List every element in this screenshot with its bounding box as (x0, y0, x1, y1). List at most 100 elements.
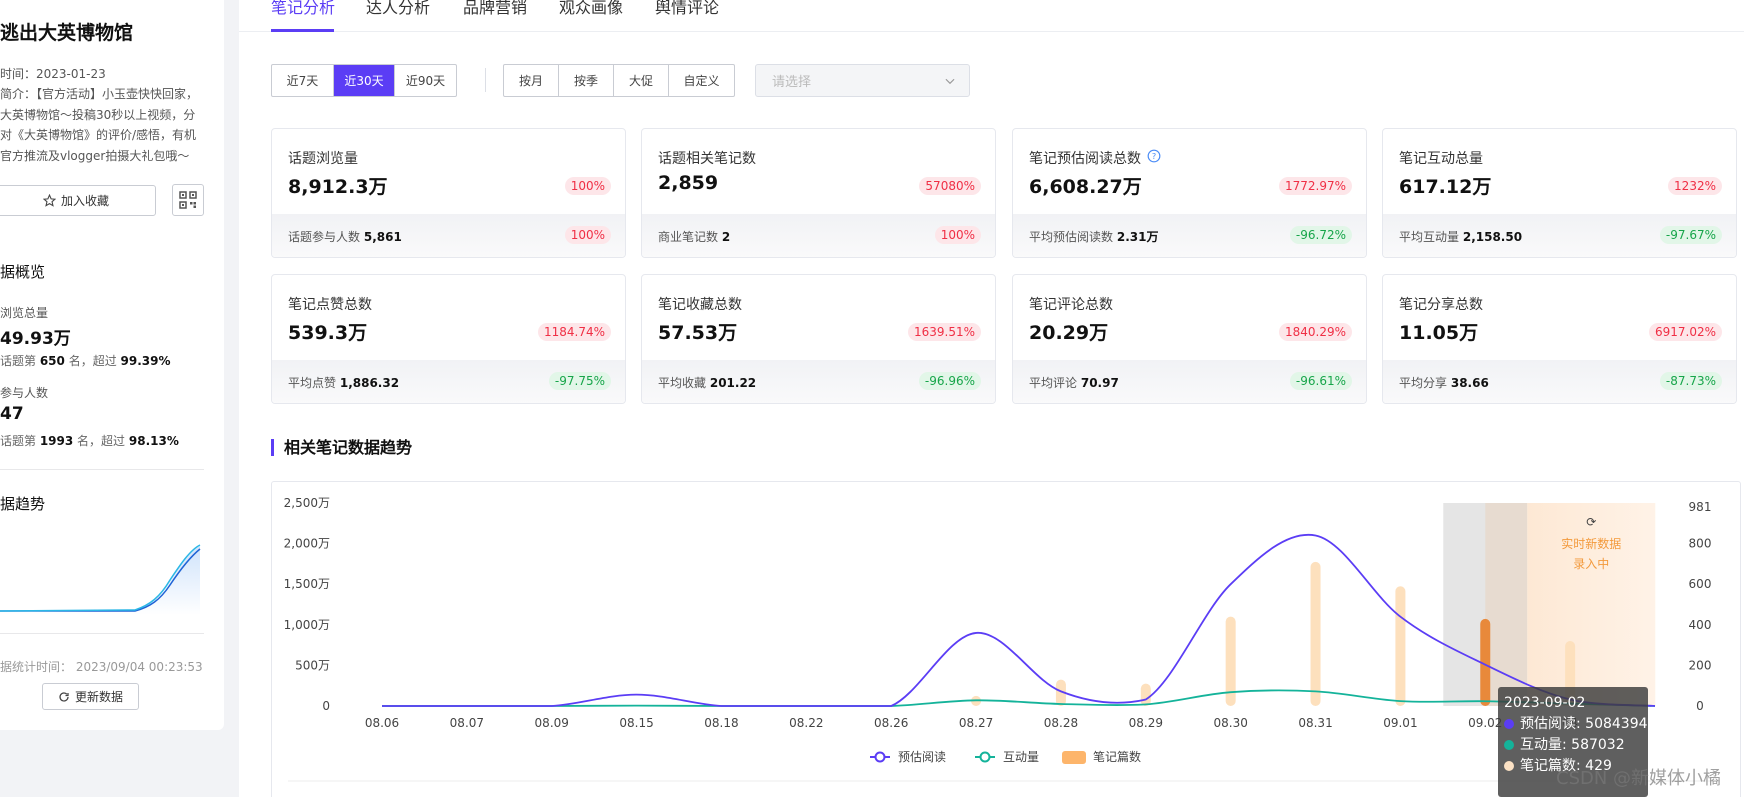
x-tick-label: 08.15 (619, 716, 653, 730)
views-value: 49.93万 (0, 329, 71, 349)
realtime-label: 录入中 (1573, 556, 1609, 571)
metric-title: 笔记分享总数 (1399, 297, 1483, 313)
chart-tooltip: 2023-09-02 预估阅读: 5084394 互动量: 587032 笔记篇… (1498, 687, 1648, 797)
period-custom[interactable]: 自定义 (683, 74, 720, 88)
tab-kol-analysis[interactable]: 达人分析 (366, 0, 431, 17)
metric-sub-label: 平均点赞 1,886.32 (288, 376, 400, 390)
bar-notes (1480, 618, 1491, 706)
metric-value: 8,912.3万 (288, 176, 388, 198)
legend-label: 互动量 (1003, 750, 1039, 764)
y-left-tick-label: 500万 (295, 658, 330, 672)
period-select[interactable]: 请选择 (755, 64, 970, 97)
metric-sub-change-badge: -96.72% (1289, 226, 1352, 244)
y-right-tick-label: 981 (1689, 500, 1712, 514)
metric-sub-label: 商业笔记数 2 (658, 230, 731, 244)
x-tick-label: 09.02 (1468, 716, 1502, 730)
metric-sub-row: 平均点赞 1,886.32 -97.75% (272, 360, 625, 403)
period-quarter[interactable]: 按季 (559, 65, 614, 96)
metric-sub-change-badge: 100% (934, 226, 981, 244)
series-line-interaction (382, 689, 1656, 707)
metric-title: 话题相关笔记数 (658, 151, 756, 167)
tab-audience-profile[interactable]: 观众画像 (559, 0, 624, 17)
watermark: CSDN @新媒体小橘 (1556, 768, 1722, 789)
svg-text:?: ? (1152, 151, 1156, 161)
y-right-tick-label: 800 (1689, 537, 1712, 551)
metric-sub-change-badge: -87.73% (1659, 372, 1722, 390)
metric-value: 539.3万 (288, 322, 368, 344)
metric-change-badge: 6917.02% (1648, 323, 1722, 341)
trend-heading: 据趋势 (0, 495, 46, 513)
qr-code-button[interactable] (172, 184, 204, 216)
metric-change-badge: 57080% (919, 177, 981, 195)
add-favorite-label: 加入收藏 (60, 194, 109, 208)
legend-label: 预估阅读 (898, 750, 946, 764)
range-30d[interactable]: 近30天 (334, 65, 395, 96)
metric-title: 话题浏览量 (288, 151, 358, 167)
divider (0, 469, 204, 470)
metric-sub-change-badge: -96.96% (918, 372, 981, 390)
bar-notes (1055, 679, 1066, 706)
legend-swatch-dot (874, 751, 886, 763)
period-month[interactable]: 按月 (504, 65, 559, 96)
metric-sub-row: 商业笔记数 2 100% (642, 214, 995, 257)
tab-sentiment-comments[interactable]: 舆情评论 (655, 0, 720, 17)
metric-card: 笔记互动总量 617.12万 1232% 平均互动量 2,158.50 -97.67% (1382, 128, 1737, 258)
metric-value: 2,859 (658, 172, 719, 194)
y-left-tick-label: 0 (322, 699, 330, 713)
bar-notes (1395, 586, 1406, 706)
topic-time: 时间：2023-01-23 (0, 67, 106, 81)
topic-sidebar: 逃出大英博物馆 时间：2023-01-23 简介：【官方活动】小玉壶快快回家，大… (0, 0, 224, 730)
metric-card: 笔记收藏总数 57.53万 1639.51% 平均收藏 201.22 -96.96% (641, 274, 996, 404)
metric-value: 20.29万 (1029, 322, 1109, 344)
realtime-label: 实时新数据 (1561, 536, 1621, 551)
mini-trend-chart (0, 544, 201, 615)
participants-rank: 话题第 1993 名，超过 98.13% (0, 434, 179, 448)
star-icon (42, 194, 56, 207)
range-7d[interactable]: 近7天 (272, 65, 334, 96)
metric-title: 笔记预估阅读总数 (1029, 151, 1141, 167)
metric-title: 笔记收藏总数 (658, 297, 742, 313)
tab-brand-marketing[interactable]: 品牌营销 (463, 0, 528, 17)
x-tick-label: 08.07 (450, 716, 484, 730)
realtime-shade-overlap (1485, 503, 1528, 706)
tab-notes-analysis[interactable]: 笔记分析 (271, 0, 336, 17)
metric-sub-change-badge: -97.67% (1659, 226, 1722, 244)
stat-time: 据统计时间： 2023/09/04 00:23:53 (0, 660, 203, 674)
legend-swatch-dot (979, 751, 991, 763)
metric-change-badge: 1840.29% (1278, 323, 1352, 341)
metric-card: 笔记评论总数 20.29万 1840.29% 平均评论 70.97 -96.61% (1012, 274, 1367, 404)
metric-sub-label: 平均分享 38.66 (1399, 376, 1489, 390)
analysis-tabs: 笔记分析 达人分析 品牌营销 观众画像 舆情评论 (239, 0, 1744, 32)
metric-value: 6,608.27万 (1029, 176, 1142, 198)
x-tick-label: 08.18 (704, 716, 738, 730)
overview-heading: 据概览 (0, 263, 46, 281)
metric-sub-row: 平均分享 38.66 -87.73% (1383, 360, 1736, 403)
range-90d[interactable]: 近90天 (405, 74, 446, 88)
period-promo[interactable]: 大促 (614, 65, 669, 96)
help-icon[interactable]: ? (1147, 149, 1161, 163)
views-rank: 话题第 650 名，超过 99.39% (0, 354, 171, 368)
x-tick-label: 08.22 (789, 716, 823, 730)
y-left-tick-label: 1,500万 (284, 577, 330, 591)
metric-sub-label: 话题参与人数 5,861 (288, 230, 402, 244)
metric-sub-row: 话题参与人数 5,861 100% (272, 214, 625, 257)
x-tick-label: 08.30 (1213, 716, 1247, 730)
realtime-region (1527, 503, 1656, 706)
metric-value: 57.53万 (658, 322, 738, 344)
add-favorite-button[interactable]: 加入收藏 (0, 185, 156, 216)
x-tick-label: 08.31 (1298, 716, 1332, 730)
metric-sub-row: 平均互动量 2,158.50 -97.67% (1383, 214, 1736, 257)
x-tick-label: 08.26 (874, 716, 908, 730)
x-tick-label: 08.29 (1129, 716, 1163, 730)
y-right-tick-label: 200 (1689, 658, 1712, 672)
x-tick-label: 09.01 (1383, 716, 1417, 730)
chevron-down-icon (945, 78, 955, 85)
metric-title: 笔记点赞总数 (288, 297, 372, 313)
metric-card: 笔记点赞总数 539.3万 1184.74% 平均点赞 1,886.32 -97.75% (271, 274, 626, 404)
metric-title: 笔记互动总量 (1399, 151, 1483, 167)
refresh-data-button[interactable]: 更新数据 (42, 683, 139, 710)
metric-sub-label: 平均评论 70.97 (1029, 376, 1119, 390)
participants-label: 参与人数 (0, 386, 49, 400)
x-tick-label: 08.06 (365, 716, 399, 730)
metric-sub-change-badge: 100% (564, 226, 611, 244)
